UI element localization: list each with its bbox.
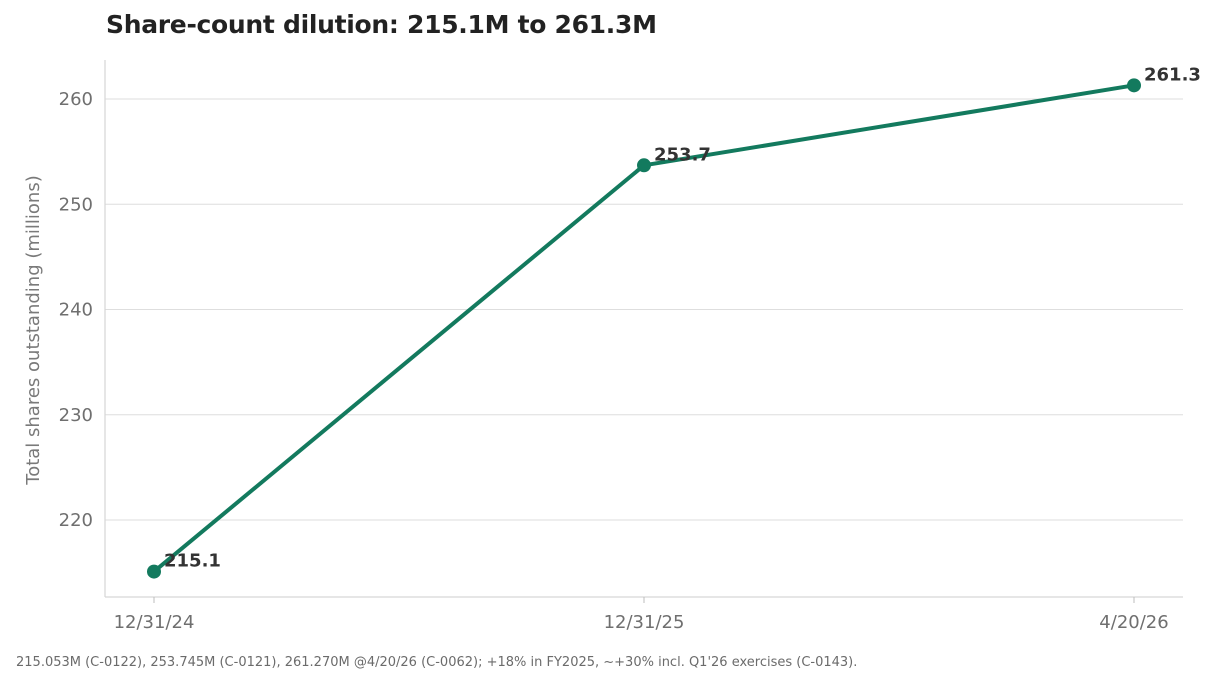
series-lines [152,83,1136,574]
data-label: 253.7 [654,144,711,165]
data-point [637,158,651,173]
y-axis-title: Total shares outstanding (millions) [23,175,44,485]
data-points [147,78,1141,579]
y-tick-label: 250 [59,194,93,215]
data-point [1127,78,1141,93]
series-line [152,83,1136,574]
grid-lines [105,98,1183,521]
y-tick-label: 260 [59,89,93,110]
data-point [147,564,161,579]
y-tick-label: 220 [59,510,93,531]
data-label: 261.3 [1144,64,1201,85]
y-tick-label: 230 [59,405,93,426]
data-labels: 215.1 253.7 261.3 [164,64,1201,571]
x-tick-label: 12/31/24 [114,612,195,633]
data-label: 215.1 [164,551,221,572]
y-tick-label: 240 [59,300,93,321]
x-tick-label: 12/31/25 [604,612,685,633]
chart-title: Share-count dilution: 215.1M to 261.3M [106,10,657,39]
axes: 220 230 240 250 260 12/31/24 12/31/25 4/20/26 [59,60,1183,633]
x-tick-label: 4/20/26 [1099,612,1168,633]
chart-footnote: 215.053M (C-0122), 253.745M (C-0121), 26… [16,655,858,670]
